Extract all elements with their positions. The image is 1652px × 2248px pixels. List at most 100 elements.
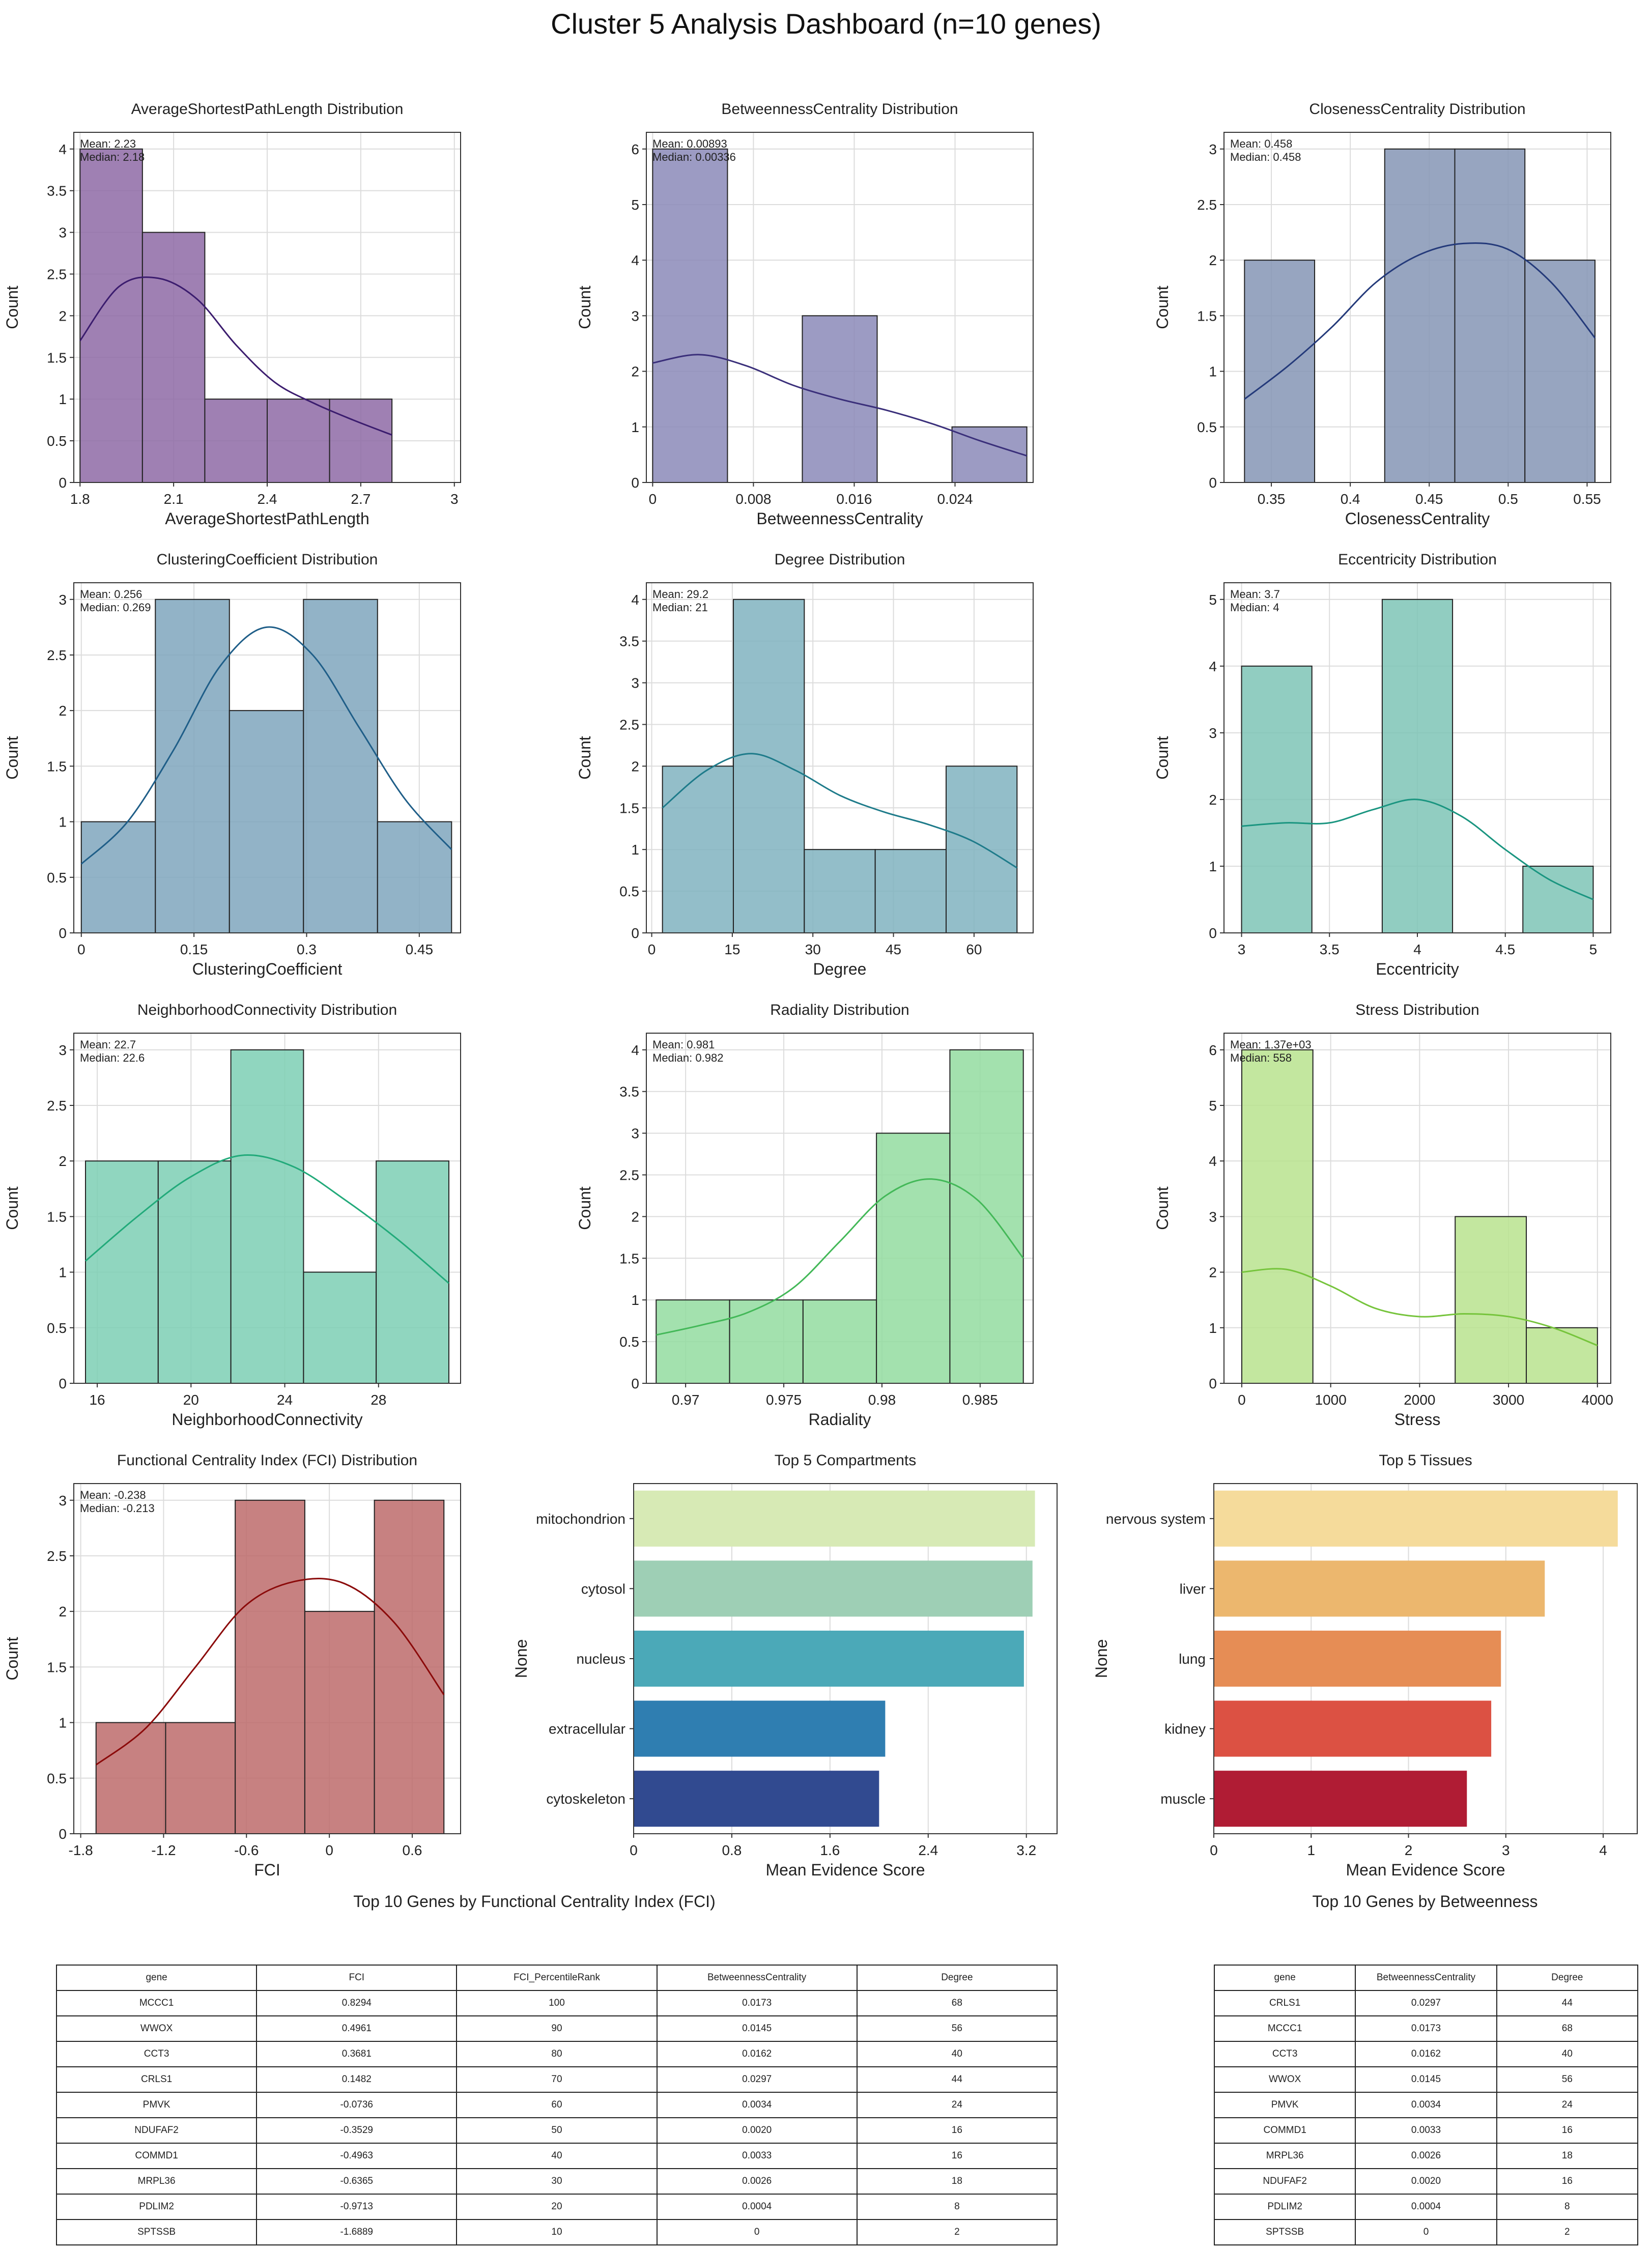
- table-cell: 0.0004: [656, 2194, 858, 2220]
- y-tick-label: 0.5: [47, 870, 67, 886]
- x-tick-label: 28: [371, 1392, 386, 1408]
- histogram-bar: [303, 1271, 377, 1384]
- table-cell: 0.0034: [656, 2092, 858, 2118]
- y-tick-label: 4: [631, 252, 639, 268]
- y-tick-label: 0: [1209, 475, 1217, 491]
- category-label: cytosol: [581, 1581, 625, 1597]
- x-tick-label: 0.3: [297, 942, 317, 957]
- plot-frame: [1223, 1033, 1611, 1384]
- chart-fci: Functional Centrality Index (FCI) Distri…: [3, 1452, 461, 1879]
- category-label: extracellular: [549, 1721, 625, 1737]
- y-tick-label: 3.5: [619, 634, 639, 649]
- histogram-bar: [656, 1299, 730, 1384]
- y-tick-label: 5: [1209, 592, 1217, 608]
- histogram-bar: [729, 1299, 804, 1384]
- table-cell: -0.0736: [256, 2092, 458, 2118]
- table-cell: 24: [856, 2092, 1058, 2118]
- histogram-bar: [267, 399, 330, 483]
- stat-median: Median: 22.6: [80, 1051, 145, 1064]
- y-tick-label: 1.5: [47, 350, 67, 365]
- table-row: PMVK -0.0736 60 0.0034 24: [55, 2092, 1058, 2118]
- table-cell: 0.0026: [656, 2168, 858, 2195]
- x-tick-label: 3: [1238, 942, 1246, 957]
- y-tick-label: 3: [631, 1126, 639, 1142]
- y-tick-label: 0.5: [47, 433, 67, 449]
- y-tick-label: 1.5: [47, 1659, 67, 1675]
- table-cell: 0.0145: [1355, 2066, 1497, 2093]
- y-tick-label: 4: [1209, 1153, 1217, 1169]
- table-cell: WWOX: [1213, 2066, 1356, 2093]
- stat-median: Median: 2.18: [80, 151, 145, 163]
- y-tick-label: 1.5: [619, 1250, 639, 1266]
- x-tick-label: 0: [77, 942, 86, 957]
- dashboard-title: Cluster 5 Analysis Dashboard (n=10 genes…: [551, 8, 1101, 40]
- y-axis-label: Count: [576, 1186, 594, 1230]
- y-tick-label: 0: [59, 1376, 67, 1391]
- table-cell: 0.0173: [1355, 2015, 1497, 2042]
- y-tick-label: 3.5: [47, 183, 67, 199]
- table-cell: 8: [856, 2194, 1058, 2220]
- chart-title: Functional Centrality Index (FCI) Distri…: [117, 1452, 417, 1469]
- x-tick-label: 1.8: [70, 491, 90, 507]
- stat-mean: Mean: 0.981: [652, 1038, 715, 1051]
- table-cell: 40: [456, 2143, 658, 2169]
- y-tick-label: 0: [1209, 925, 1217, 941]
- betweenness-genes-table: gene BetweennessCentrality Degree CRLS1 0.02…: [1213, 1965, 1639, 2245]
- x-tick-label: 1000: [1315, 1392, 1347, 1408]
- table-row: MRPL36 -0.6365 30 0.0026 18: [55, 2168, 1058, 2195]
- plot-frame: [73, 582, 461, 933]
- x-tick-label: -1.2: [151, 1842, 176, 1858]
- bar: [634, 1771, 879, 1827]
- x-tick-label: 0: [630, 1842, 638, 1858]
- stat-median: Median: 4: [1230, 601, 1279, 614]
- y-tick-label: 2.5: [47, 1548, 67, 1564]
- x-tick-label: 0: [325, 1842, 333, 1858]
- chart-neighborhood-connectivity: NeighborhoodConnectivity Distribution 0 0.…: [3, 1002, 461, 1429]
- y-tick-label: 1: [59, 1265, 67, 1280]
- x-tick-label: 4.5: [1495, 942, 1515, 957]
- kde-line: [85, 1154, 449, 1284]
- histogram-bar: [155, 599, 230, 933]
- stat-median: Median: 21: [652, 601, 708, 614]
- table-cell: CRLS1: [55, 2066, 258, 2093]
- table-cell: NDUFAF2: [1213, 2168, 1356, 2195]
- table-cell: PMVK: [55, 2092, 258, 2118]
- y-tick-label: 1: [59, 814, 67, 830]
- stat-mean: Mean: 22.7: [80, 1038, 136, 1051]
- y-tick-label: 1: [59, 391, 67, 407]
- table-row: CCT3 0.3681 80 0.0162 40: [55, 2041, 1058, 2067]
- x-axis-label: ClusteringCoefficient: [192, 960, 343, 978]
- plot-frame: [646, 582, 1034, 933]
- table-row: MRPL36 0.0026 18: [1213, 2143, 1639, 2169]
- stat-mean: Mean: 1.37e+03: [1230, 1038, 1312, 1051]
- table-cell: 10: [456, 2219, 658, 2245]
- y-tick-label: 4: [631, 1042, 639, 1058]
- fci-table-title: Top 10 Genes by Functional Centrality In…: [353, 1892, 716, 1911]
- bar: [1214, 1490, 1618, 1547]
- y-axis-label: Count: [576, 286, 594, 329]
- x-tick-label: 0.45: [406, 942, 434, 957]
- y-tick-label: 4: [1209, 659, 1217, 674]
- table-cell: 0.3681: [256, 2041, 458, 2067]
- chart-title: Top 5 Compartments: [775, 1452, 916, 1469]
- x-tick-label: 0.55: [1573, 491, 1601, 507]
- category-label: cytoskeleton: [546, 1791, 625, 1807]
- table-cell: 16: [1496, 2117, 1639, 2144]
- y-tick-label: 0: [59, 475, 67, 491]
- x-tick-label: 1.6: [820, 1842, 840, 1858]
- chart-betweenness: BetweennessCentrality Distribution 0 1 2 3 4 5…: [576, 101, 1034, 528]
- x-axis-label: Mean Evidence Score: [1346, 1861, 1505, 1879]
- table-cell: 80: [456, 2041, 658, 2067]
- histogram-bar: [1384, 148, 1456, 483]
- histogram-bar: [141, 232, 206, 483]
- x-axis-label: Stress: [1394, 1410, 1441, 1429]
- x-tick-label: 0.35: [1258, 491, 1286, 507]
- table-cell: CCT3: [55, 2041, 258, 2067]
- table-row: WWOX 0.4961 90 0.0145 56: [55, 2015, 1058, 2042]
- y-axis-label: None: [1092, 1639, 1110, 1678]
- y-tick-label: 3.5: [619, 1084, 639, 1100]
- histogram-bar: [230, 1049, 304, 1384]
- chart-clustering-coefficient: ClusteringCoefficient Distribution 0 0.5 1 1…: [3, 551, 461, 978]
- table-cell: 0.0020: [1355, 2168, 1497, 2195]
- table-cell: 68: [856, 1990, 1058, 2016]
